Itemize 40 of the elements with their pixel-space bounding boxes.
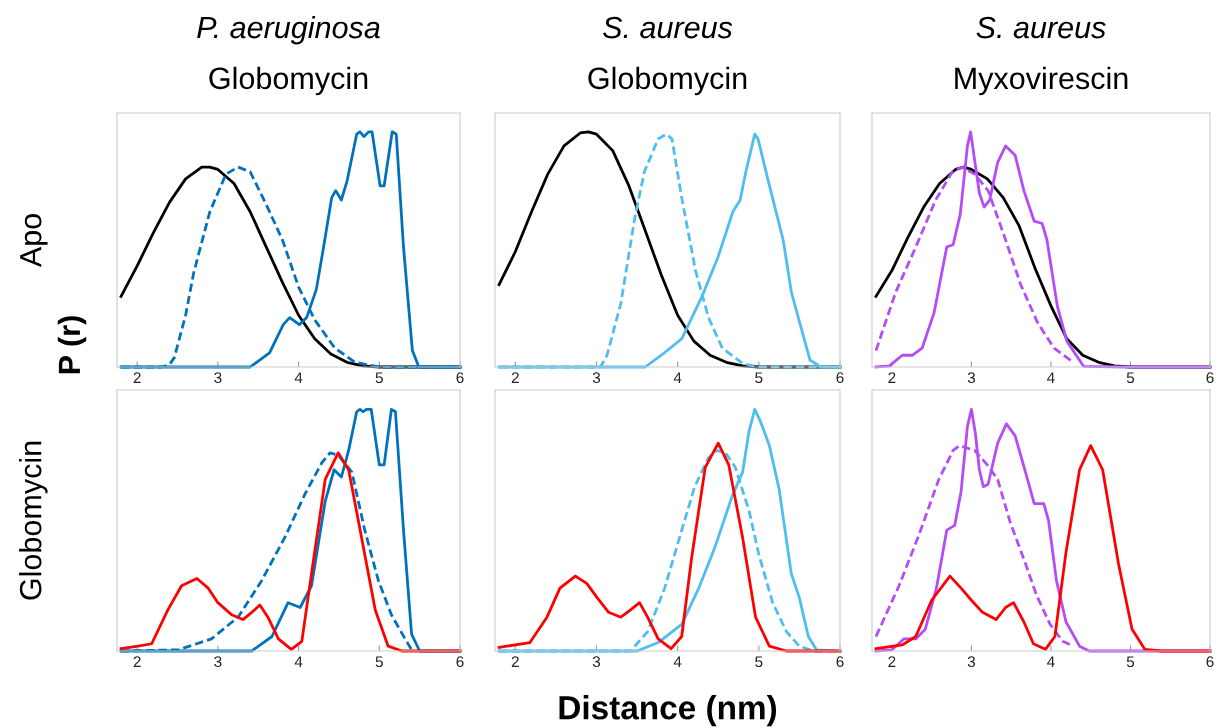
x-tick-label: 2 [888, 372, 896, 383]
x-tick-label: 2 [888, 656, 896, 667]
x-tick-label: 5 [1126, 656, 1135, 668]
x-tick-label: 6 [1206, 656, 1214, 668]
x-tick-label: 3 [967, 372, 975, 384]
text: P (r) [57, 316, 87, 374]
x-tick-label: 2 [511, 656, 519, 667]
chart-subtitle: Globomycin [209, 66, 368, 96]
x-tick-label: 4 [673, 372, 682, 383]
x-tick-label: 4 [673, 656, 682, 667]
x-tick-label: 4 [1047, 372, 1055, 383]
x-tick-label: 3 [214, 372, 222, 384]
x-tick-label: 6 [456, 372, 464, 384]
x-tick-label: 5 [1126, 372, 1135, 384]
x-tick-label: 3 [214, 656, 222, 668]
x-tick-label: 3 [967, 656, 975, 668]
x-tick-label: 3 [592, 372, 601, 384]
x-tick-label: 6 [1206, 372, 1214, 384]
x-tick-label: 5 [755, 656, 763, 668]
x-tick-label: 2 [133, 372, 141, 383]
chart-title: S. aureus [976, 16, 1106, 39]
chart-subtitle: Globomycin [588, 66, 747, 96]
y-axis-title: Apo [20, 214, 48, 268]
x-tick-label: 4 [294, 656, 303, 667]
x-tick-label: 2 [511, 372, 519, 383]
chart-title: S. aureus [602, 16, 733, 39]
x-tick-label: 5 [755, 372, 763, 384]
x-tick-label: 4 [294, 372, 303, 383]
x-tick-label: 5 [375, 656, 383, 668]
x-tick-label: 2 [133, 656, 141, 667]
x-tick-label: 5 [375, 372, 383, 384]
x-tick-label: 6 [836, 372, 844, 384]
x-tick-label: 3 [592, 656, 601, 668]
x-tick-label: 6 [836, 656, 844, 668]
chart-subtitle: Myxovirescin [955, 66, 1128, 96]
y-axis-title: Globomycin [19, 441, 48, 600]
x-tick-label: 4 [1047, 656, 1055, 667]
chart-title: P. aeruginosa [197, 15, 380, 45]
x-tick-label: 6 [456, 656, 464, 668]
x-axis-title: Distance (nm) [559, 695, 777, 727]
